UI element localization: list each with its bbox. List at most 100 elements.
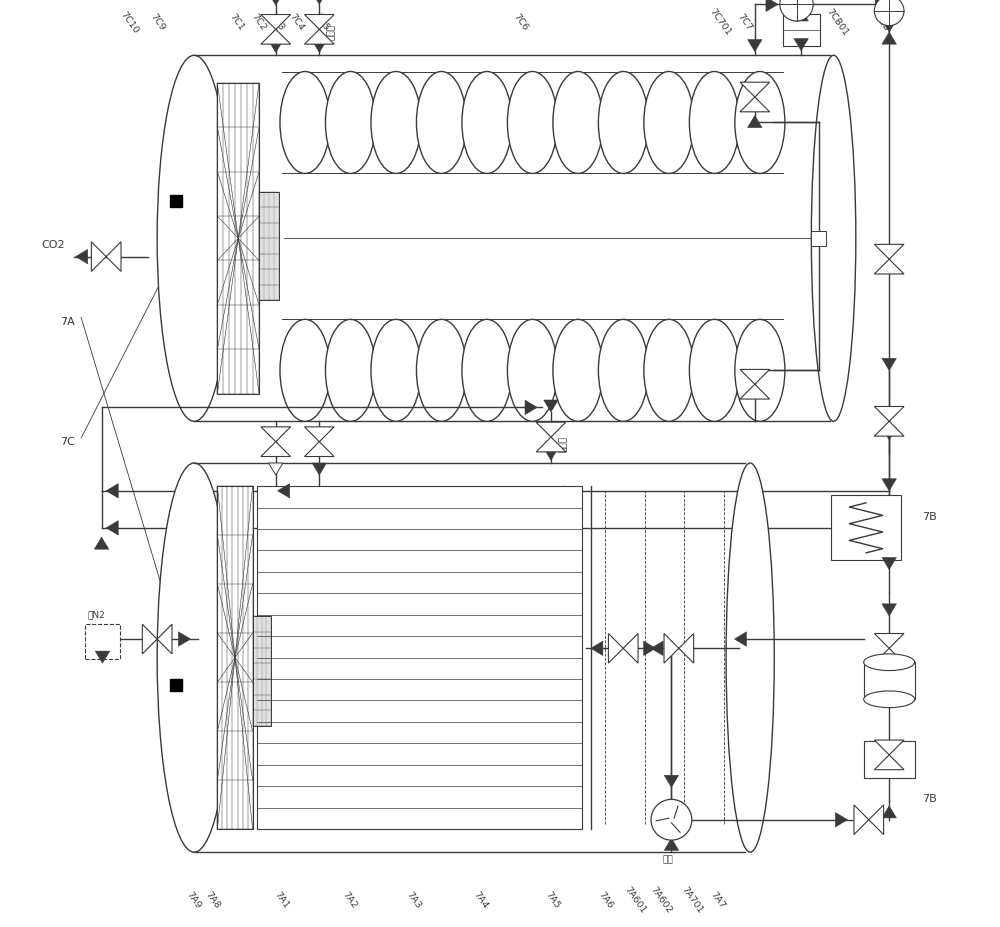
Polygon shape — [608, 634, 623, 664]
Bar — [253, 616, 271, 727]
Ellipse shape — [735, 320, 785, 422]
Polygon shape — [882, 428, 896, 440]
Polygon shape — [261, 427, 291, 442]
Ellipse shape — [462, 320, 512, 422]
Text: 7C6: 7C6 — [512, 12, 530, 32]
Text: 7C2: 7C2 — [249, 12, 267, 32]
Ellipse shape — [280, 72, 330, 174]
Text: 液气: 液气 — [662, 855, 673, 864]
Polygon shape — [94, 538, 109, 550]
Ellipse shape — [280, 320, 330, 422]
Polygon shape — [794, 10, 808, 22]
Polygon shape — [142, 625, 157, 654]
Polygon shape — [664, 634, 679, 664]
Polygon shape — [591, 641, 603, 655]
Polygon shape — [106, 484, 118, 499]
Ellipse shape — [726, 464, 774, 852]
Polygon shape — [644, 641, 656, 655]
Polygon shape — [882, 479, 896, 491]
Polygon shape — [740, 370, 770, 385]
Polygon shape — [312, 464, 327, 476]
Polygon shape — [91, 243, 106, 273]
Ellipse shape — [325, 320, 375, 422]
Text: 7A701: 7A701 — [680, 884, 704, 914]
Polygon shape — [269, 42, 283, 54]
Polygon shape — [664, 775, 679, 787]
Ellipse shape — [507, 320, 557, 422]
Text: 7B: 7B — [922, 794, 936, 804]
Polygon shape — [882, 604, 896, 616]
Ellipse shape — [325, 72, 375, 174]
Polygon shape — [261, 16, 291, 31]
Circle shape — [651, 799, 692, 840]
Polygon shape — [544, 449, 558, 461]
Polygon shape — [312, 0, 327, 6]
Polygon shape — [95, 652, 110, 664]
Bar — [831, 496, 901, 561]
Ellipse shape — [462, 72, 512, 174]
Bar — [864, 663, 915, 700]
Polygon shape — [269, 0, 283, 6]
Text: 稀释流: 稀释流 — [327, 23, 336, 40]
Polygon shape — [623, 634, 638, 664]
Ellipse shape — [864, 692, 915, 708]
Polygon shape — [874, 407, 904, 422]
Polygon shape — [875, 0, 887, 13]
Polygon shape — [261, 31, 291, 45]
Polygon shape — [525, 400, 537, 415]
Polygon shape — [664, 838, 679, 850]
Polygon shape — [766, 0, 778, 13]
Ellipse shape — [157, 57, 231, 422]
Text: 7B: 7B — [922, 511, 936, 521]
Ellipse shape — [689, 320, 739, 422]
Polygon shape — [106, 521, 118, 536]
Polygon shape — [874, 422, 904, 437]
Polygon shape — [874, 260, 904, 274]
Polygon shape — [304, 16, 334, 31]
Bar — [811, 232, 826, 247]
Polygon shape — [157, 625, 172, 654]
Polygon shape — [874, 245, 904, 260]
Polygon shape — [734, 632, 746, 647]
Polygon shape — [854, 805, 869, 834]
Polygon shape — [536, 438, 566, 452]
Ellipse shape — [553, 72, 603, 174]
Text: 7C701: 7C701 — [707, 7, 732, 37]
Text: 管N2: 管N2 — [88, 609, 105, 618]
Ellipse shape — [553, 320, 603, 422]
Ellipse shape — [507, 72, 557, 174]
Text: 7A5: 7A5 — [544, 889, 562, 909]
Polygon shape — [679, 634, 694, 664]
Polygon shape — [304, 31, 334, 45]
Bar — [864, 742, 915, 778]
Text: 7C1: 7C1 — [227, 12, 245, 32]
Bar — [257, 487, 582, 829]
Polygon shape — [748, 117, 762, 129]
Text: CO2: CO2 — [41, 240, 65, 250]
Ellipse shape — [864, 654, 915, 671]
Polygon shape — [748, 41, 762, 53]
Text: 7A602: 7A602 — [649, 884, 674, 914]
Circle shape — [780, 0, 813, 22]
Text: 7A6: 7A6 — [597, 889, 615, 909]
Polygon shape — [882, 806, 896, 818]
Polygon shape — [882, 692, 896, 705]
Text: 7A7: 7A7 — [709, 889, 727, 909]
Bar — [783, 15, 820, 47]
Ellipse shape — [416, 320, 466, 422]
Polygon shape — [312, 42, 327, 54]
Ellipse shape — [689, 72, 739, 174]
Ellipse shape — [371, 72, 421, 174]
Text: 7A9: 7A9 — [184, 889, 202, 909]
Polygon shape — [740, 98, 770, 113]
Polygon shape — [740, 83, 770, 98]
Polygon shape — [874, 756, 904, 770]
Ellipse shape — [644, 320, 694, 422]
Ellipse shape — [598, 72, 648, 174]
Ellipse shape — [371, 320, 421, 422]
Polygon shape — [536, 423, 566, 438]
Text: 7A4: 7A4 — [472, 889, 490, 909]
Polygon shape — [304, 442, 334, 457]
Text: 7A8: 7A8 — [204, 889, 222, 909]
Polygon shape — [178, 632, 191, 647]
